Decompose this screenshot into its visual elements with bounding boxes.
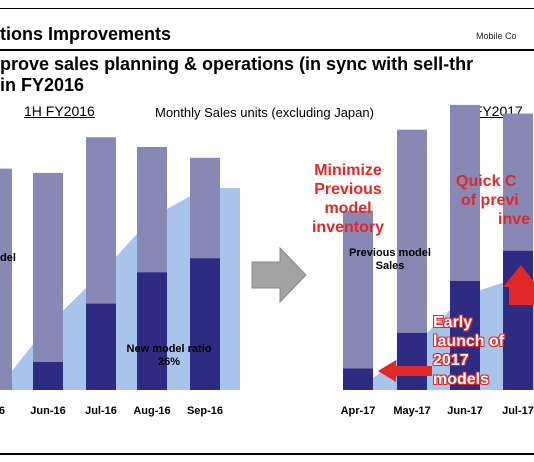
bar-previous-model (343, 210, 373, 369)
bar-previous-model (86, 137, 116, 304)
period-label-fy2016: 1H FY2016 (24, 103, 95, 119)
x-tick-label: Jul-17 (502, 405, 534, 417)
transition-arrow-shape (251, 246, 307, 304)
callout-minimize-line: Minimize (314, 162, 382, 179)
bar-new-model (343, 368, 373, 390)
red-up-arrow-icon (503, 265, 534, 305)
ratio-value-text: 26% (157, 356, 181, 368)
previous-model-sales-label: Previous model Sales (349, 247, 431, 272)
chart-fy2017: Apr-17 May-17 Jun-17 Jul-17 (341, 104, 534, 417)
bar-new-model (137, 272, 167, 390)
bar-new-model (397, 332, 427, 390)
x-tick-label: Jun-16 (30, 405, 65, 417)
top-rule (0, 8, 534, 9)
ratio-label-text: New model ratio (126, 343, 212, 355)
left-series-label: del (0, 252, 16, 264)
callout-quick-line: inve (498, 211, 531, 228)
callout-early-line: Early (433, 314, 473, 331)
headline-line-2: in FY2016 (0, 75, 85, 95)
section-title: tions Improvements (0, 24, 172, 44)
x-tick-label: Jun-17 (447, 405, 482, 417)
x-tick-label: Apr-17 (341, 405, 376, 417)
bar-new-model (190, 258, 220, 390)
bar-new-model (450, 280, 480, 390)
bar-previous-model (503, 113, 533, 251)
callout-early-line: launch of (433, 333, 505, 350)
bar-previous-model (137, 147, 167, 273)
brand-label: Mobile Co (476, 31, 517, 41)
red-arrows (378, 265, 534, 382)
slide-headline: prove sales planning & operations (in sy… (0, 54, 473, 96)
callout-early-line: 2017 (433, 352, 469, 369)
bar-previous-model (397, 129, 427, 333)
bar-previous-model (450, 104, 480, 281)
callout-minimize-line: Previous (314, 181, 382, 198)
callout-minimize-line: model (324, 200, 372, 217)
bar-new-model (33, 361, 63, 390)
x-tick-label: Jul-16 (85, 405, 117, 417)
x-tick-label: -16 (0, 405, 5, 417)
bar-previous-model (33, 172, 63, 362)
bar-previous-model (0, 168, 12, 390)
x-tick-label: May-17 (393, 405, 430, 417)
red-left-arrow-icon (378, 360, 432, 382)
x-tick-label: Aug-16 (133, 405, 170, 417)
callout-quick: Quick C of previ inve (456, 172, 530, 229)
bottom-rule (0, 453, 534, 455)
x-tick-label: Sep-16 (187, 405, 223, 417)
headline-line-1: prove sales planning & operations (in sy… (0, 54, 474, 74)
callout-quick-line: of previ (461, 192, 519, 209)
new-model-ratio-label: New model ratio 26% (110, 343, 228, 369)
bar-new-model (86, 303, 116, 390)
chart-subtitle: Monthly Sales units (excluding Japan) (155, 105, 374, 120)
header-rule (0, 49, 534, 51)
bar-previous-model (190, 157, 220, 259)
callout-minimize-line: inventory (311, 219, 384, 236)
callout-early-line: models (433, 371, 490, 388)
callout-early: Early launch of 2017 models (433, 313, 504, 389)
transition-arrow-icon (251, 246, 307, 304)
callout-minimize: Minimize Previous model inventory (300, 161, 396, 237)
chart-fy2016: -16 Jun-16 Jul-16 Aug-16 Sep-16 (0, 137, 240, 417)
callout-quick-line: Quick C (456, 173, 517, 190)
